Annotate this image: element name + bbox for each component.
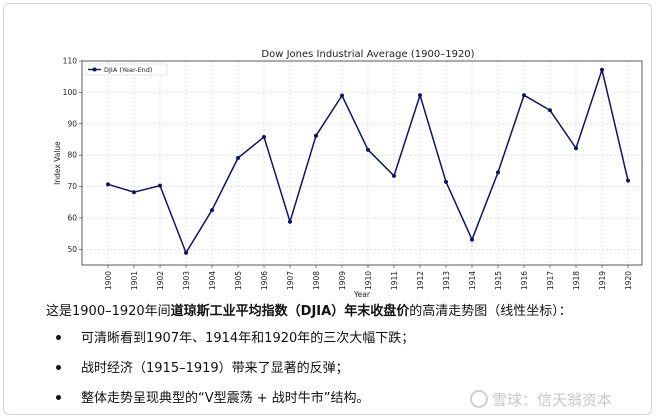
legend: DJIA (Year-End)	[84, 63, 168, 76]
y-tick-label: 90	[67, 119, 77, 128]
bullet-text: 整体走势呈现典型的“V型震荡 + 战时牛市”结构。	[81, 391, 370, 406]
content-frame	[3, 3, 652, 415]
grid	[82, 60, 642, 265]
data-point	[574, 146, 578, 151]
x-tick-label: 1908	[312, 271, 321, 290]
x-tick-label: 1903	[182, 271, 191, 290]
data-point	[288, 219, 292, 224]
x-tick-label: 1900	[104, 271, 113, 290]
y-tick-label: 100	[63, 88, 78, 97]
data-point	[522, 93, 526, 98]
legend-point-marker	[92, 67, 97, 72]
data-point	[600, 67, 604, 72]
x-tick-label: 1907	[286, 271, 295, 290]
x-tick-label: 1911	[390, 271, 399, 290]
data-point	[340, 93, 344, 98]
article-text: 这是1900–1920年间道琼斯工业平均指数（DJIA）年末收盘价的高清走势图（…	[46, 302, 646, 406]
x-tick-label: 1914	[468, 271, 477, 290]
data-point	[496, 170, 500, 175]
x-tick-label: 1904	[208, 271, 217, 290]
data-point	[158, 183, 162, 188]
data-point	[132, 190, 136, 195]
x-tick-label: 1912	[416, 271, 425, 290]
data-point	[262, 134, 266, 139]
data-point	[626, 178, 630, 183]
chart-title: Dow Jones Industrial Average (1900–1920)	[261, 49, 474, 60]
y-axis: 50 60 70 80 90 100 110	[63, 57, 82, 254]
y-tick-label: 70	[67, 182, 77, 191]
bullet-item: 整体走势呈现典型的“V型震荡 + 战时牛市”结构。	[46, 390, 370, 408]
data-point	[470, 237, 474, 242]
bullet-dot-icon	[56, 365, 61, 370]
x-tick-label: 1913	[442, 271, 451, 290]
intro-text-start: 这是1900–1920年间	[46, 304, 171, 319]
x-axis-title: Year	[353, 290, 371, 299]
y-tick-label: 80	[67, 151, 77, 160]
line-chart: Dow Jones Industrial Average (1900–1920)…	[53, 49, 643, 299]
bullet-item: 战时经济（1915–1919）带来了显著的反弹；	[46, 360, 349, 378]
data-point	[444, 179, 448, 184]
data-point	[314, 133, 318, 138]
legend-label: DJIA (Year-End)	[104, 66, 152, 74]
x-axis: 1900 1901 1902 1903 1904 1905 1906 1907 1908 1909…	[104, 265, 633, 290]
intro-highlight: 道琼斯工业平均指数（DJIA）年末收盘价	[170, 304, 410, 319]
intro-paragraph: 这是1900–1920年间道琼斯工业平均指数（DJIA）年末收盘价的高清走势图（…	[46, 302, 646, 322]
bullet-text: 战时经济（1915–1919）带来了显著的反弹；	[81, 361, 349, 376]
y-axis-title: Index Value	[53, 141, 62, 185]
x-tick-label: 1905	[234, 271, 243, 290]
x-tick-label: 1915	[494, 271, 503, 290]
bullet-dot-icon	[56, 395, 61, 400]
x-tick-label: 1909	[338, 271, 347, 290]
data-point	[236, 155, 240, 160]
x-tick-label: 1920	[624, 271, 633, 290]
x-tick-label: 1910	[364, 271, 373, 290]
x-tick-label: 1918	[572, 271, 581, 290]
bullet-item: 可清晰看到1907年、1914年和1920年的三次大幅下跌；	[46, 330, 414, 348]
bullet-text: 可清晰看到1907年、1914年和1920年的三次大幅下跌；	[81, 331, 415, 346]
x-tick-label: 1906	[260, 271, 269, 290]
y-tick-label: 50	[67, 245, 77, 254]
plot-area	[81, 60, 643, 266]
x-tick-label: 1919	[598, 271, 607, 290]
watermark-text: 雪球：信天翁资本	[492, 391, 613, 409]
data-point	[392, 173, 396, 178]
snowball-logo-icon	[470, 390, 488, 408]
data-point	[366, 147, 370, 152]
intro-text-end: 的高清走势图（线性坐标）：	[409, 304, 572, 319]
x-tick-label: 1917	[546, 271, 555, 290]
x-tick-label: 1901	[130, 271, 139, 290]
watermark: 雪球：信天翁资本	[470, 389, 612, 410]
series-djia	[106, 67, 630, 255]
data-point	[106, 182, 110, 187]
data-point	[210, 208, 214, 213]
data-point	[548, 108, 552, 113]
x-tick-label: 1916	[520, 271, 529, 290]
x-tick-label: 1902	[156, 271, 165, 290]
data-point	[184, 250, 188, 255]
legend-box	[84, 63, 168, 76]
data-point	[418, 93, 422, 98]
y-tick-label: 110	[63, 57, 78, 66]
y-tick-label: 60	[67, 213, 77, 222]
bullet-dot-icon	[56, 335, 61, 340]
